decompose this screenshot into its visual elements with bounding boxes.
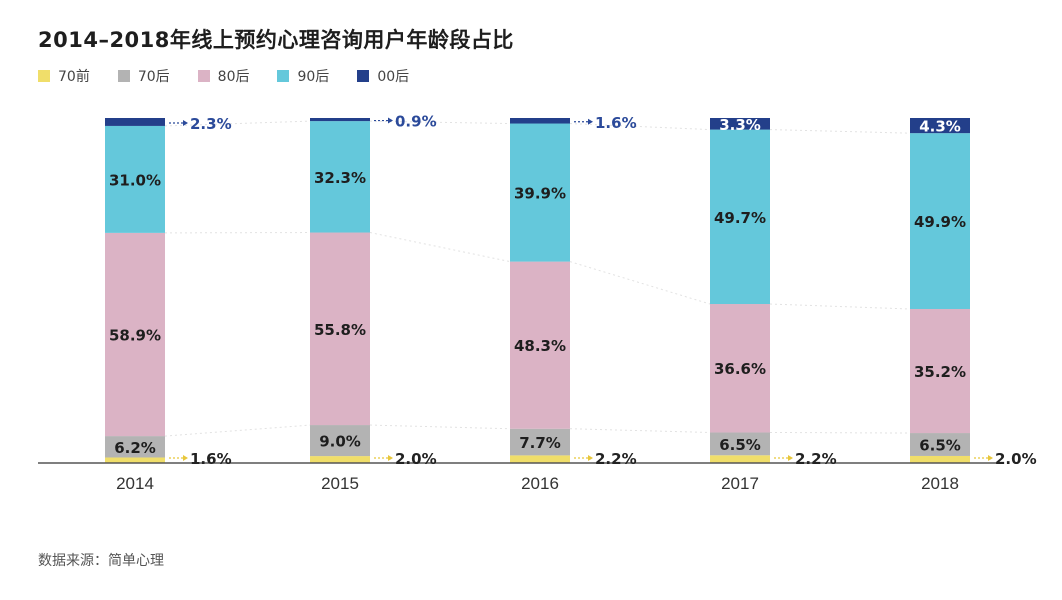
legend-swatch-80s [197,70,210,82]
legend-swatch-90s [277,70,290,82]
connector-line [369,232,511,263]
data-label: 31.0% [109,171,161,189]
bar-segment [310,121,370,233]
bar-segment [910,433,970,456]
label-arrow-head [588,455,593,461]
label-arrow-head [788,455,793,461]
legend-label-80s: 80后 [217,69,250,85]
bar-segment [310,232,370,426]
connector-line [769,129,911,134]
legend-label-70s: 70后 [137,69,170,85]
bar-segment [105,125,165,233]
label-arrow-head [588,118,593,125]
data-label: 1.6% [190,450,232,468]
bar-segment [710,304,770,433]
data-label: 2.2% [595,450,637,468]
bar-segment [910,455,970,463]
label-arrow-head [388,117,393,124]
label-arrow-head [388,455,393,461]
bar-segment [105,436,165,458]
connector-line [164,120,311,127]
data-label: 6.5% [919,436,961,454]
bar-segment [105,457,165,463]
x-tick-label: 2014 [116,474,154,493]
x-tick-label: 2017 [721,474,759,493]
data-label: 49.7% [714,209,766,227]
label-arrow-head [988,455,993,461]
data-label: 2.0% [395,450,437,468]
legend-swatch-70-before [38,70,50,82]
bar-segment [910,133,970,310]
legend-label-00s: 00后 [377,69,410,85]
bar-segment [510,428,570,456]
x-tick-label: 2015 [321,474,359,493]
connector-line [164,424,311,437]
data-label: 39.9% [514,185,566,203]
bar-segment [510,455,570,463]
bar-segment [310,118,370,122]
data-label: 0.9% [395,113,437,131]
data-label: 6.2% [114,439,156,457]
data-label: 3.3% [719,116,761,134]
chart-title: 2014–2018年线上预约心理咨询用户年龄段占比 [38,28,514,52]
bar-segment [310,456,370,463]
connector-line [769,303,911,310]
legend: 70前 70后 80后 90后 00后 [38,66,437,86]
connector-line [569,123,711,131]
legend-item-00s: 00后 [357,66,409,86]
x-tick-label: 2018 [921,474,959,493]
connector-line [569,261,711,305]
bar-segment [910,118,970,134]
data-label: 2.2% [795,450,837,468]
legend-item-80s: 80后 [197,66,250,86]
connector-line [569,428,711,433]
data-label: 2.3% [190,115,232,133]
legend-swatch-00s [357,70,370,82]
data-label: 1.6% [595,114,637,132]
bar-segment [710,432,770,456]
bar-segment [310,425,370,457]
data-label: 35.2% [914,363,966,381]
x-tick-label: 2016 [521,474,559,493]
legend-item-70-before: 70前 [38,66,90,86]
data-label: 48.3% [514,337,566,355]
label-arrow-head [183,455,188,461]
legend-label-70-before: 70前 [58,69,90,85]
data-label: 9.0% [319,433,361,451]
bar-segment [510,118,570,124]
connector-line [369,120,511,125]
data-label: 6.5% [719,436,761,454]
source-note: 数据来源：简单心理 [38,553,164,569]
bar-segment [710,129,770,305]
legend-label-90s: 90后 [297,69,330,85]
bar-segment [105,232,165,437]
data-label: 2.0% [995,450,1037,468]
bar-segment [510,123,570,262]
data-label: 36.6% [714,360,766,378]
bar-segment [510,261,570,429]
data-label: 49.9% [914,213,966,231]
bar-segment [105,118,165,126]
bar-segment [710,455,770,463]
legend-swatch-70s [117,70,130,82]
data-label: 4.3% [919,118,961,136]
data-label: 7.7% [519,434,561,452]
connector-line [369,424,511,430]
legend-item-90s: 90后 [277,66,329,86]
data-label: 32.3% [314,169,366,187]
connector-line [769,431,911,434]
legend-item-70s: 70后 [117,66,170,86]
data-label: 58.9% [109,326,161,344]
bar-segment [910,309,970,434]
label-arrow-head [183,119,188,126]
bar-segment [710,118,770,130]
data-label: 55.8% [314,321,366,339]
